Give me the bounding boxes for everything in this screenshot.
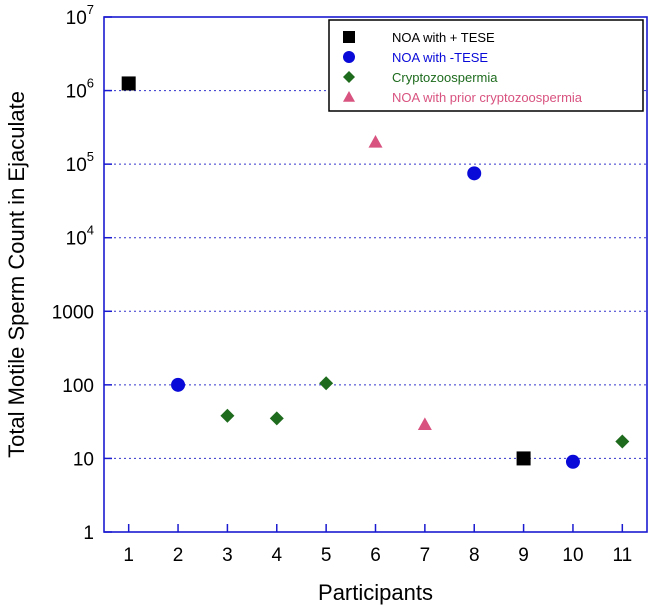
y-tick-label: 1	[83, 523, 94, 544]
data-point-diamond	[220, 408, 235, 423]
data-point-diamond	[319, 376, 334, 391]
x-tick-label: 2	[173, 545, 184, 566]
legend-marker	[343, 31, 355, 43]
y-tick-label: 105	[66, 149, 94, 176]
x-tick-label: 1	[123, 545, 134, 566]
data-point-circle	[171, 377, 186, 392]
y-tick-label: 1000	[52, 302, 94, 323]
data-point-triangle	[368, 134, 383, 148]
x-tick-label: 8	[469, 545, 480, 566]
data-points	[121, 76, 630, 469]
data-point-circle	[467, 166, 482, 181]
x-tick-label: 10	[562, 545, 583, 566]
y-axis-title: Total Motile Sperm Count in Ejaculate	[4, 91, 29, 458]
y-tick-label: 107	[66, 2, 94, 29]
legend-box	[328, 19, 644, 112]
x-axis: 1 2 3 4 5 6 7 8 9 10 11	[123, 524, 632, 566]
x-tick-label: 6	[370, 545, 381, 566]
legend-label: Cryptozoospermia	[392, 70, 498, 85]
legend-label: NOA with -TESE	[392, 50, 488, 65]
data-point-square	[121, 76, 136, 91]
x-tick-label: 11	[612, 545, 632, 566]
legend-label: NOA with + TESE	[392, 30, 495, 45]
legend: NOA with + TESE NOA with -TESE Cryptozoosp…	[328, 19, 644, 112]
x-tick-label: 9	[518, 545, 529, 566]
x-axis-title: Participants	[318, 580, 433, 605]
x-tick-label: 7	[420, 545, 431, 566]
data-point-square	[516, 451, 531, 466]
x-tick-label: 3	[222, 545, 233, 566]
legend-marker	[343, 51, 355, 63]
legend-marker	[343, 71, 355, 83]
legend-marker	[343, 91, 355, 102]
x-tick-label: 4	[271, 545, 282, 566]
y-tick-label: 106	[66, 76, 94, 103]
data-point-diamond	[269, 411, 284, 426]
data-point-diamond	[615, 434, 630, 449]
data-point-circle	[565, 454, 580, 469]
y-tick-label: 10	[73, 449, 94, 470]
y-axis: 1 10 100 1000 104 105 106 107	[52, 2, 112, 544]
x-tick-label: 5	[321, 545, 332, 566]
y-tick-label: 104	[66, 223, 94, 250]
data-point-triangle	[417, 417, 432, 431]
y-tick-label: 100	[62, 376, 94, 397]
legend-label: NOA with prior cryptozoospermia	[392, 90, 583, 105]
